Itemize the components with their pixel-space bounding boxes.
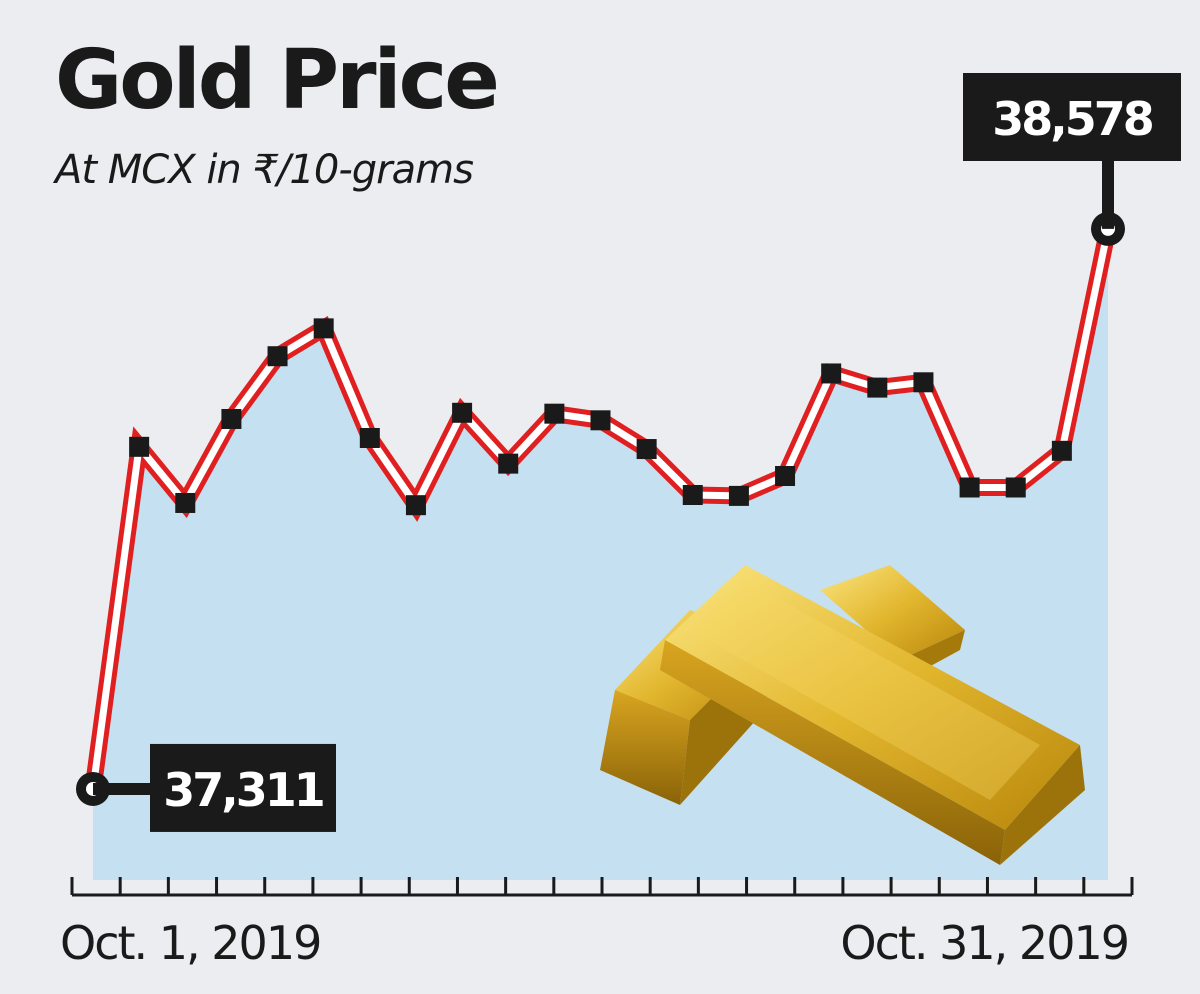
- data-point-marker: [867, 377, 888, 398]
- x-end-label: Oct. 31, 2019: [840, 916, 1130, 970]
- data-point-marker: [913, 372, 934, 393]
- data-point-marker: [313, 318, 334, 339]
- data-point-marker: [498, 453, 519, 474]
- data-point-marker: [775, 466, 796, 487]
- data-point-marker: [359, 427, 380, 448]
- chart-title: Gold Price: [55, 33, 500, 128]
- data-point-marker: [175, 492, 196, 513]
- data-point-marker: [267, 346, 288, 367]
- data-point-marker: [959, 477, 980, 498]
- start-callout-box: [150, 743, 336, 832]
- x-axis: [70, 877, 1134, 897]
- gold-bars-illustration: [600, 565, 1085, 865]
- data-point-marker: [1051, 440, 1072, 461]
- data-point-marker: [405, 495, 426, 516]
- value-callouts: 37,311 38,578: [93, 73, 1181, 832]
- end-callout-box: [963, 73, 1181, 161]
- data-point-marker: [728, 485, 749, 506]
- chart-subtitle: At MCX in ₹/10-grams: [55, 147, 474, 193]
- data-point-marker: [636, 439, 657, 460]
- data-point-marker: [821, 363, 842, 384]
- data-point-marker: [452, 402, 473, 423]
- data-point-marker: [544, 403, 565, 424]
- data-point-marker: [590, 410, 611, 431]
- data-point-marker: [129, 436, 150, 457]
- data-point-marker: [1005, 477, 1026, 498]
- x-start-label: Oct. 1, 2019: [60, 916, 322, 970]
- end-value-label: 38,578: [992, 92, 1153, 146]
- start-value-label: 37,311: [163, 763, 323, 817]
- data-point-marker: [682, 485, 703, 506]
- data-point-marker: [221, 408, 242, 429]
